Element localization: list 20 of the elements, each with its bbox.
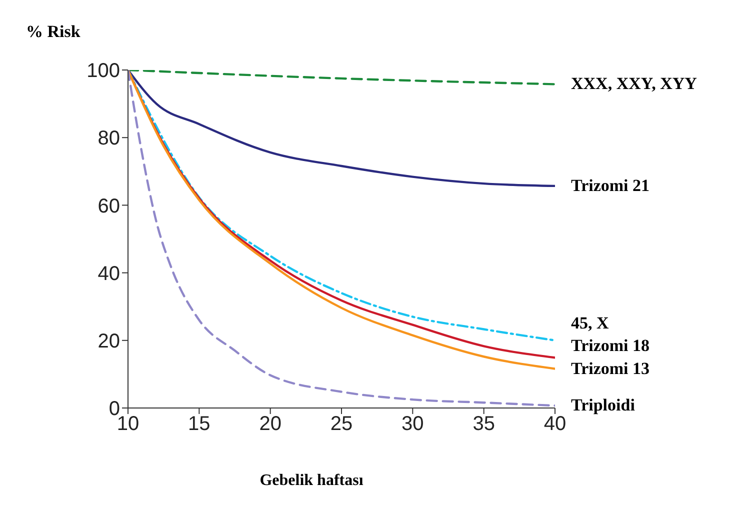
series-label: Trizomi 18 <box>571 336 650 355</box>
x-tick-label: 35 <box>472 413 495 436</box>
series-label: Trizomi 13 <box>571 358 650 378</box>
series-label: Triploidi <box>571 396 636 415</box>
x-tick-label: 40 <box>544 413 566 436</box>
series-label: Trizomi 21 <box>571 176 650 195</box>
x-tick-label: 15 <box>188 413 210 436</box>
x-tick-label: 20 <box>259 413 282 436</box>
series-label: 45, X <box>571 313 610 332</box>
y-tick-label: 80 <box>98 128 120 150</box>
y-tick-label: 100 <box>86 60 120 82</box>
y-tick-label: 20 <box>98 330 120 352</box>
x-tick-label: 25 <box>330 413 353 436</box>
chart-title: % Risk <box>26 22 80 42</box>
y-tick-label: 40 <box>98 262 120 285</box>
x-tick-label: 30 <box>402 413 424 436</box>
line-series <box>128 70 555 188</box>
x-axis-title: Gebelik haftası <box>258 472 364 490</box>
y-tick-label: 60 <box>98 195 120 218</box>
series-label: XXX, XXY, XYY <box>571 74 697 94</box>
